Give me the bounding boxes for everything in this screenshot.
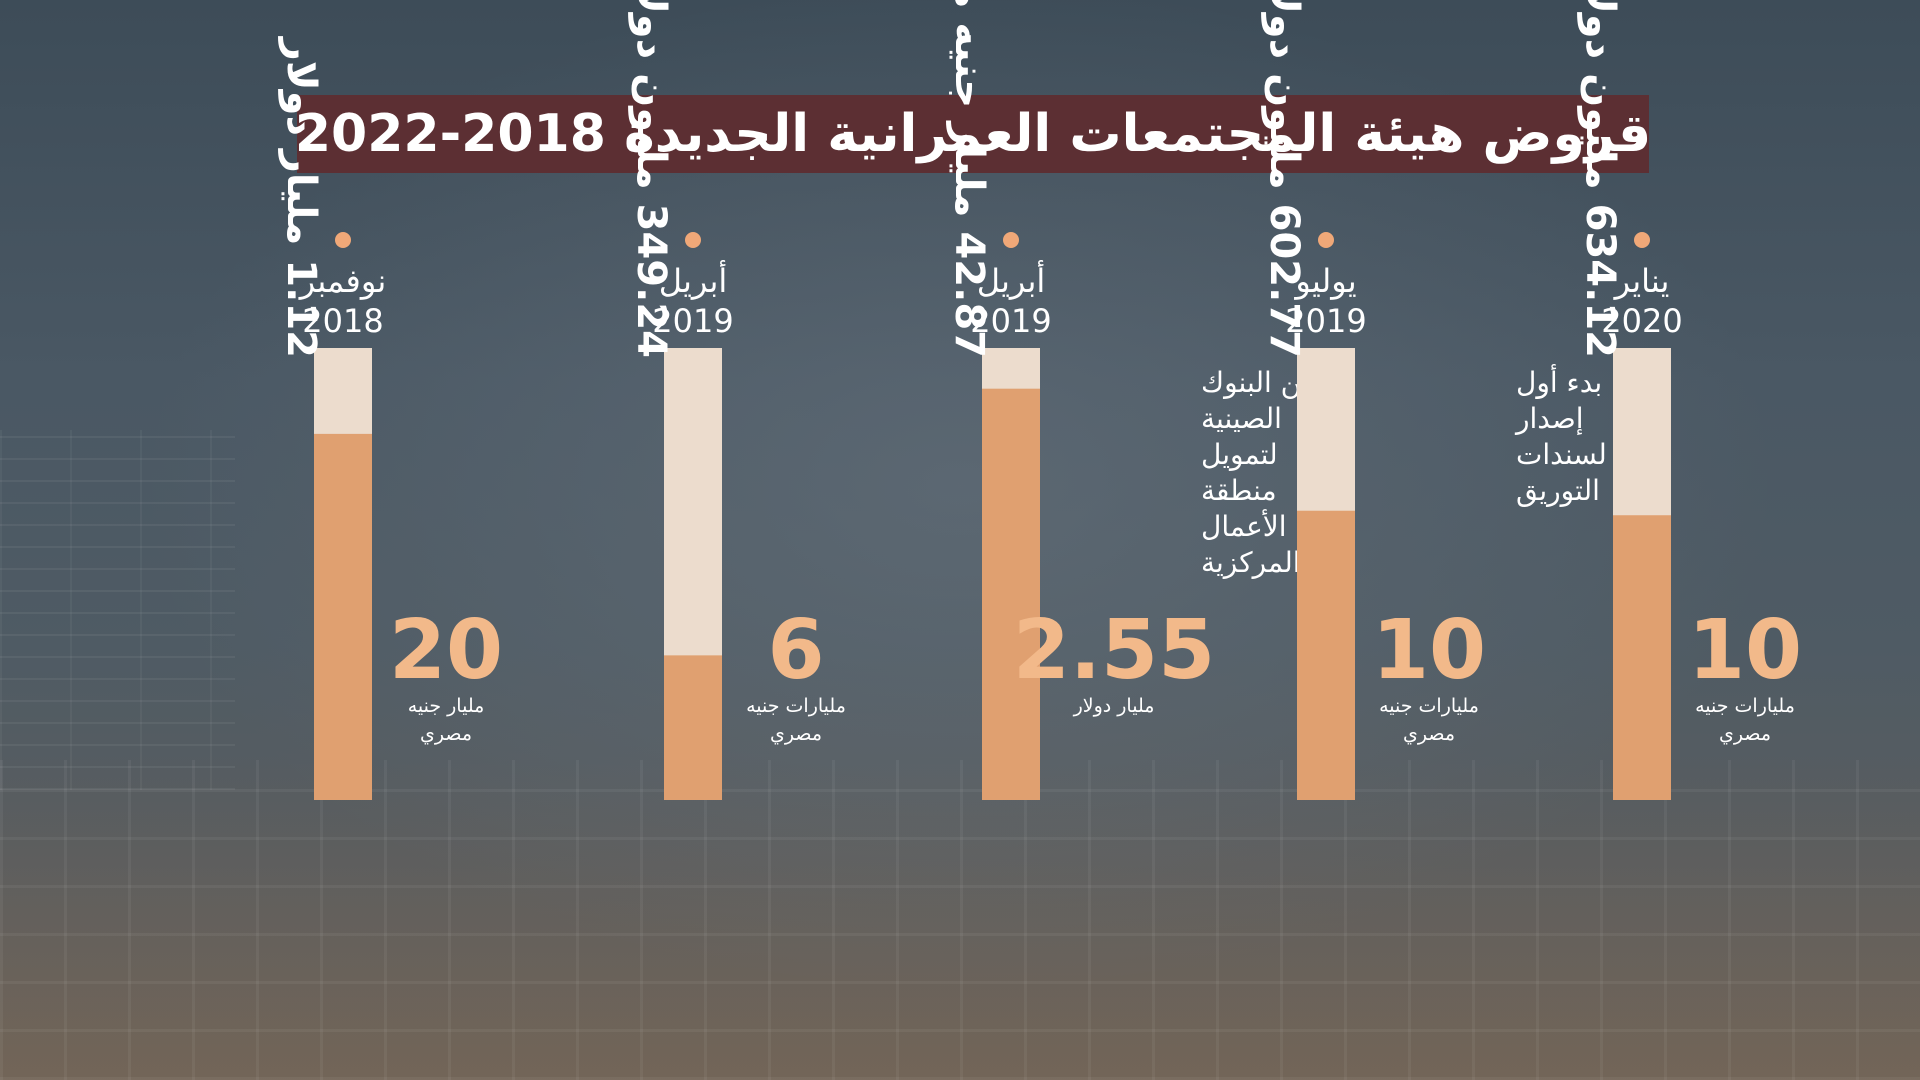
amount-value: 10: [1372, 603, 1486, 698]
side-note-line: الأعمال: [1201, 508, 1287, 543]
date-marker-dot: [1634, 232, 1650, 248]
amount-unit-2: مصري: [1719, 723, 1771, 745]
side-note-line: بدء أول: [1516, 363, 1602, 399]
bar-fill: [1297, 510, 1355, 800]
bar-value-label: 1.12 مليار دولار: [278, 36, 324, 358]
amount-unit-2: مصري: [1403, 723, 1455, 745]
amount-value: 10: [1688, 603, 1802, 698]
date-marker-dot: [685, 232, 701, 248]
bar-value-label: 42.87 مليار جنيه مصري: [946, 0, 992, 358]
date-month: يناير: [1613, 262, 1670, 300]
chart-title: قروض هيئة المجتمعات العمرانية الجديدة 20…: [294, 104, 1652, 164]
amount-unit: مليارات جنيه: [746, 695, 846, 717]
date-marker-dot: [335, 232, 351, 248]
amount-value: 20: [389, 603, 503, 698]
side-note-line: التوريق: [1516, 474, 1600, 507]
bar-value-label: 634.12 مليون دولار: [1577, 0, 1623, 358]
side-note-line: لتمويل: [1201, 438, 1278, 471]
date-year: 2019: [652, 302, 733, 340]
side-note-line: منطقة: [1201, 474, 1277, 507]
date-year: 2019: [1285, 302, 1366, 340]
bar-value-label: 349.24 مليون دولار: [628, 0, 674, 358]
bar-fill: [1613, 515, 1671, 800]
amount-value: 6: [767, 603, 824, 698]
date-year: 2018: [302, 302, 383, 340]
date-year: 2020: [1601, 302, 1682, 340]
background-document: [0, 430, 235, 790]
amount-value: 2.55: [1013, 603, 1215, 698]
bar-fill: [982, 388, 1040, 800]
date-marker-dot: [1003, 232, 1019, 248]
bar-value-label: 602.77 مليون دولار: [1261, 0, 1307, 358]
background-floor: [0, 760, 1920, 1080]
side-note-line: المركزية: [1201, 546, 1301, 579]
amount-unit: مليارات جنيه: [1379, 695, 1479, 717]
date-month: أبريل: [977, 260, 1046, 300]
date-month: أبريل: [659, 260, 728, 300]
amount-unit-2: مصري: [770, 723, 822, 745]
date-month: يوليو: [1293, 262, 1356, 300]
date-year: 2019: [970, 302, 1051, 340]
bar-fill: [314, 433, 372, 800]
date-marker-dot: [1318, 232, 1334, 248]
side-note-line: إصدار: [1514, 402, 1584, 435]
title-banner: قروض هيئة المجتمعات العمرانية الجديدة 20…: [294, 95, 1652, 173]
bar-fill: [664, 655, 722, 800]
amount-unit-2: مصري: [420, 723, 472, 745]
amount-unit: مليار جنيه: [408, 695, 485, 717]
side-note-line: الصينية: [1201, 402, 1282, 435]
amount-unit: مليارات جنيه: [1695, 695, 1795, 717]
date-month: نوفمبر: [298, 262, 387, 300]
side-note-line: لسندات: [1516, 438, 1607, 471]
amount-unit: مليار دولار: [1073, 695, 1155, 717]
